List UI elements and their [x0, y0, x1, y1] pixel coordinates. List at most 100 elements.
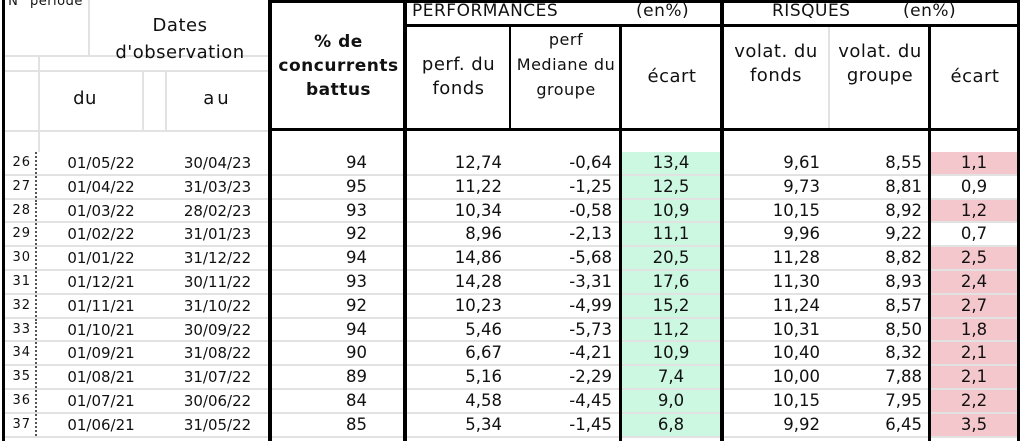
table-row: 35 01/08/21 31/07/22 89 5,16 -2,29 7,4 10,00 7,8…	[3, 366, 1018, 390]
perf-gap-cell: 9,0	[620, 389, 722, 412]
volat-fund-cell: 10,40	[772, 343, 820, 363]
grid-line	[828, 25, 830, 130]
header-risques-unit: (en%)	[903, 1, 957, 21]
volat-fund-cell: 10,15	[772, 200, 820, 220]
border-line	[268, 0, 272, 441]
risk-gap-cell: 2,5	[930, 247, 1018, 269]
risk-gap-cell: 0,9	[960, 176, 988, 196]
header-performances: PERFORMANCES	[412, 1, 559, 21]
period-number-cell: 30	[3, 247, 37, 269]
perf-fund-cell: 14,28	[454, 271, 502, 291]
table-body: 26 01/05/22 30/04/23 94 12,74 -0,64 13,4 9,61 8,…	[3, 152, 1018, 438]
date-to-cell: 30/04/23	[183, 154, 252, 172]
date-from-cell: 01/01/22	[67, 249, 135, 268]
volat-fund-cell: 10,31	[772, 319, 820, 339]
header-dates: Dates d'observation	[115, 15, 245, 63]
border-line	[2, 0, 5, 441]
date-from-cell: 01/11/21	[67, 296, 135, 315]
perf-fund-cell: 5,34	[465, 414, 502, 434]
table-row: 36 01/07/21 30/06/22 84 4,58 -4,45 9,0 10,15 7,9…	[3, 389, 1018, 414]
pct-beaten-cell: 92	[346, 295, 367, 315]
grid-line	[3, 130, 268, 132]
border-line	[268, 128, 1020, 131]
perf-median-cell: -1,25	[569, 176, 612, 196]
period-number-cell: 31	[3, 270, 37, 293]
volat-group-cell: 6,45	[885, 414, 922, 434]
date-to-cell: 28/02/23	[183, 201, 252, 220]
period-number-cell: 26	[3, 152, 37, 174]
pct-beaten-cell: 94	[346, 319, 367, 339]
border-line	[928, 25, 931, 441]
volat-group-cell: 8,93	[885, 271, 922, 291]
volat-group-cell: 9,22	[885, 224, 922, 244]
date-to-cell: 30/06/22	[183, 391, 252, 410]
date-to-cell: 31/08/22	[183, 344, 252, 363]
grid-line	[142, 70, 144, 130]
perf-median-cell: -5,73	[569, 319, 612, 339]
volat-fund-cell: 11,28	[772, 248, 820, 268]
volat-group-cell: 8,50	[885, 319, 922, 339]
perf-gap-cell: 10,9	[620, 199, 722, 222]
date-from-cell: 01/08/21	[67, 368, 135, 387]
header-volat-groupe: volat. du groupe	[838, 41, 922, 86]
risk-gap-cell: 2,7	[930, 294, 1018, 317]
border-line	[720, 0, 724, 441]
risk-gap-cell: 1,1	[930, 152, 1018, 174]
date-from-cell: 01/02/22	[67, 225, 135, 244]
date-from-cell: 01/07/21	[67, 391, 135, 410]
date-to-cell: 30/11/22	[183, 272, 252, 291]
perf-gap-cell: 11,1	[620, 223, 722, 246]
date-from-cell: 01/04/22	[67, 177, 135, 196]
header-num-periode: N° période	[8, 0, 83, 9]
table-row: 27 01/04/22 31/03/23 95 11,22 -1,25 12,5 9,73 8,…	[3, 175, 1018, 200]
grid-line	[88, 0, 90, 55]
table-row: 34 01/09/21 31/08/22 90 6,67 -4,21 10,9 10,40 8,…	[3, 342, 1018, 367]
perf-gap-cell: 13,4	[620, 152, 722, 174]
header-au: au	[203, 88, 232, 109]
volat-group-cell: 8,57	[885, 295, 922, 315]
border-line	[268, 0, 1020, 3]
table-row: 30 01/01/22 31/12/22 94 14,86 -5,68 20,5 11,28 8…	[3, 247, 1018, 271]
pct-beaten-cell: 95	[346, 176, 367, 196]
perf-fund-cell: 5,46	[465, 319, 502, 339]
date-to-cell: 31/01/23	[183, 225, 252, 244]
risk-gap-cell: 3,5	[930, 413, 1018, 436]
date-from-cell: 01/12/21	[67, 272, 135, 291]
table-row: 29 01/02/22 31/01/23 92 8,96 -2,13 11,1 9,96 9,2…	[3, 223, 1018, 248]
table-row: 26 01/05/22 30/04/23 94 12,74 -0,64 13,4 9,61 8,…	[3, 152, 1018, 176]
perf-gap-cell: 11,2	[620, 318, 722, 341]
perf-fund-cell: 14,86	[454, 248, 502, 268]
date-to-cell: 31/03/23	[183, 177, 252, 196]
pct-beaten-cell: 89	[346, 367, 367, 387]
volat-fund-cell: 11,30	[772, 271, 820, 291]
volat-group-cell: 7,95	[885, 390, 922, 410]
table-row: 32 01/11/21 31/10/22 92 10,23 -4,99 15,2 11,24 8…	[3, 294, 1018, 319]
perf-median-cell: -0,64	[569, 153, 612, 172]
volat-group-cell: 8,81	[885, 176, 922, 196]
perf-fund-cell: 6,67	[465, 343, 502, 363]
volat-fund-cell: 10,00	[772, 367, 820, 387]
perf-fund-cell: 8,96	[465, 224, 502, 244]
perf-gap-cell: 7,4	[620, 366, 722, 388]
volat-fund-cell: 9,61	[783, 153, 820, 172]
perf-gap-cell: 15,2	[620, 294, 722, 317]
header-perf-fonds: perf. du fonds	[421, 54, 496, 99]
table-row: 31 01/12/21 30/11/22 93 14,28 -3,31 17,6 11,30 8…	[3, 270, 1018, 295]
perf-median-cell: -5,68	[569, 248, 612, 268]
perf-median-cell: -2,13	[569, 224, 612, 244]
perf-median-cell: -3,31	[569, 271, 612, 291]
header-perf-mediane: perf Mediane du groupe	[516, 30, 616, 99]
grid-line	[3, 70, 268, 72]
perf-fund-cell: 4,58	[465, 390, 502, 410]
volat-fund-cell: 9,96	[783, 224, 820, 244]
perf-fund-cell: 12,74	[454, 153, 502, 172]
period-number-cell: 34	[3, 342, 37, 365]
date-from-cell: 01/10/21	[67, 320, 135, 339]
perf-median-cell: -1,45	[569, 414, 612, 434]
volat-group-cell: 8,55	[885, 153, 922, 172]
header-pct-concurrents: % de concurrents battus	[278, 32, 399, 100]
volat-fund-cell: 9,92	[783, 414, 820, 434]
period-number-cell: 27	[3, 175, 37, 198]
date-to-cell: 30/09/22	[183, 320, 252, 339]
period-number-cell: 32	[3, 294, 37, 317]
